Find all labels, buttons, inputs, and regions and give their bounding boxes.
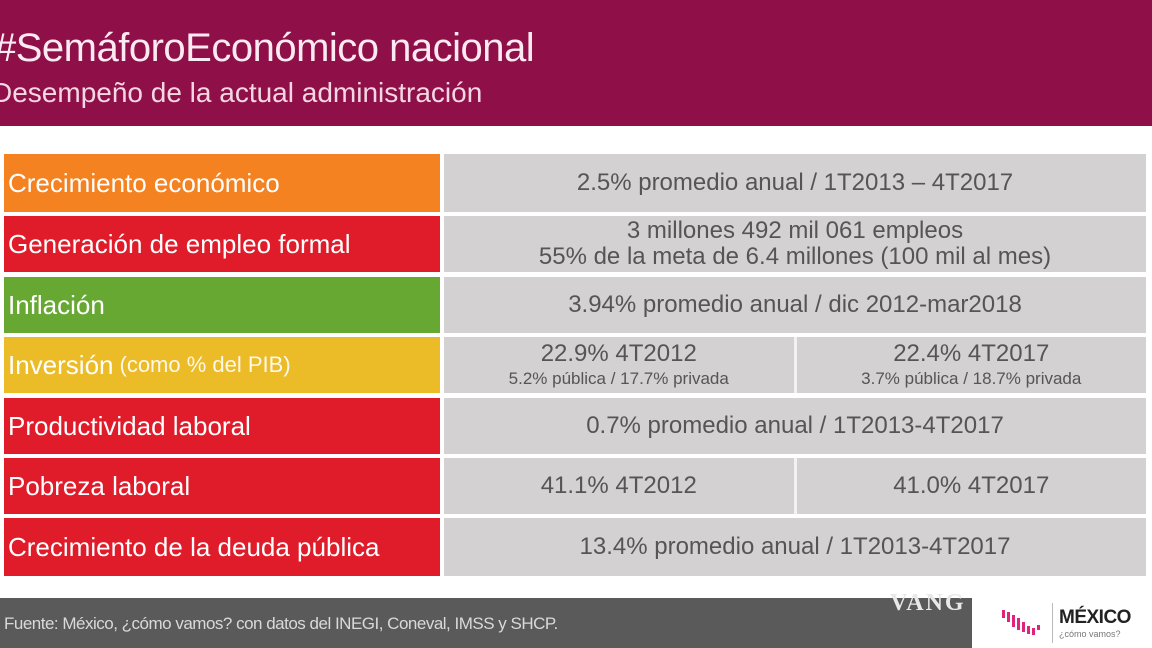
indicator-row-inversion: Inversión (como % del PIB) 22.9% 4T2012 5.… <box>4 337 1146 393</box>
header-banner: #SemáforoEconómico nacional Desempeño de… <box>0 0 1152 126</box>
source-text: Fuente: México, ¿cómo vamos? con datos d… <box>4 614 558 633</box>
indicator-value: 0.7% promedio anual / 1T2013-4T2017 <box>444 398 1146 454</box>
mexico-como-vamos-logo: MÉXICO ¿cómo vamos? <box>1000 598 1152 648</box>
indicator-row-crecimiento: Crecimiento económico 2.5% promedio anua… <box>4 154 1146 212</box>
mexico-map-icon <box>1002 610 1040 635</box>
indicator-row-deuda: Crecimiento de la deuda pública 13.4% pr… <box>4 518 1146 576</box>
page-subtitle: Desempeño de la actual administración <box>0 77 483 108</box>
indicator-value: 22.9% 4T2012 5.2% pública / 17.7% privada… <box>444 337 1146 393</box>
indicator-value: 41.1% 4T2012 41.0% 4T2017 <box>444 458 1146 514</box>
indicator-label: Productividad laboral <box>4 398 440 454</box>
logo-title: MÉXICO <box>1059 607 1131 628</box>
page-title: #SemáforoEconómico nacional <box>0 26 535 70</box>
logo-tagline: ¿cómo vamos? <box>1059 629 1121 639</box>
logo-divider <box>1052 603 1053 643</box>
indicator-label: Inversión (como % del PIB) <box>4 337 440 393</box>
indicator-row-productividad: Productividad laboral 0.7% promedio anua… <box>4 398 1146 454</box>
indicator-label: Generación de empleo formal <box>4 216 440 272</box>
watermark-text: VANG <box>890 590 966 616</box>
indicator-label: Crecimiento económico <box>4 154 440 212</box>
indicator-value: 13.4% promedio anual / 1T2013-4T2017 <box>444 518 1146 576</box>
indicator-value: 3 millones 492 mil 061 empleos 55% de la … <box>444 216 1146 272</box>
indicator-label: Pobreza laboral <box>4 458 440 514</box>
indicator-row-inflacion: Inflación 3.94% promedio anual / dic 201… <box>4 277 1146 333</box>
indicator-value: 2.5% promedio anual / 1T2013 – 4T2017 <box>444 154 1146 212</box>
indicator-row-empleo: Generación de empleo formal 3 millones 4… <box>4 216 1146 272</box>
indicator-label: Inflación <box>4 277 440 333</box>
source-footer: Fuente: México, ¿cómo vamos? con datos d… <box>0 598 972 648</box>
indicator-label: Crecimiento de la deuda pública <box>4 518 440 576</box>
indicator-value: 3.94% promedio anual / dic 2012-mar2018 <box>444 277 1146 333</box>
indicator-row-pobreza: Pobreza laboral 41.1% 4T2012 41.0% 4T201… <box>4 458 1146 514</box>
